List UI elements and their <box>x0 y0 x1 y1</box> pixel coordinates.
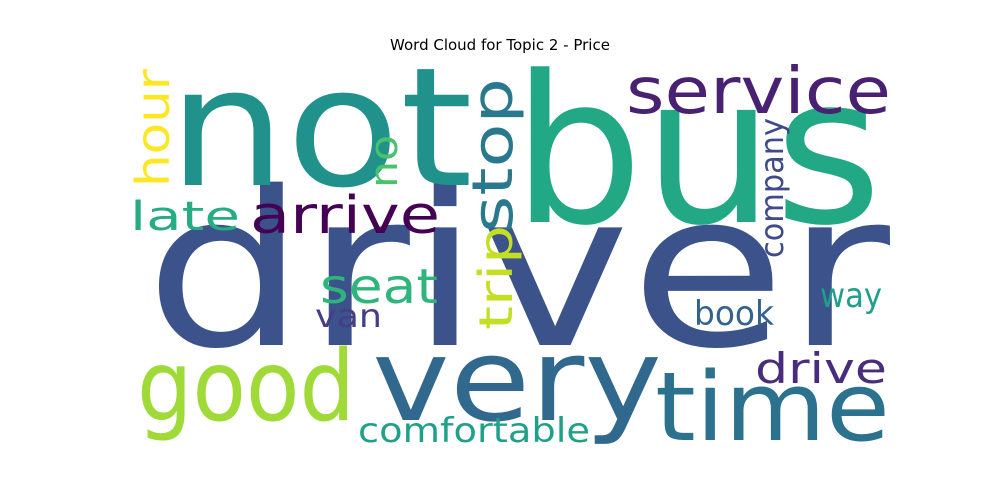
word-stop: stop <box>461 78 526 233</box>
word-very: very <box>372 314 662 448</box>
word-trip: trip <box>469 225 523 330</box>
word-drive: drive <box>755 344 887 393</box>
chart-title: Word Cloud for Topic 2 - Price <box>390 36 610 54</box>
word-driver: driver <box>145 145 891 396</box>
word-no: no <box>362 135 406 188</box>
word-arrive: arrive <box>250 186 440 246</box>
word-not: not <box>168 32 473 224</box>
word-company: company <box>753 118 791 258</box>
word-hour: hour <box>126 69 180 187</box>
word-service: service <box>626 55 891 129</box>
word-comfortable: comfortable <box>358 411 590 451</box>
word-time: time <box>655 353 890 463</box>
word-seat: seat <box>320 259 438 315</box>
word-late: late <box>130 194 240 240</box>
word-book: book <box>694 294 774 334</box>
word-bus: bus <box>512 33 882 271</box>
word-van: van <box>315 297 382 335</box>
word-way: way <box>820 276 882 316</box>
word-good: good <box>137 330 355 444</box>
